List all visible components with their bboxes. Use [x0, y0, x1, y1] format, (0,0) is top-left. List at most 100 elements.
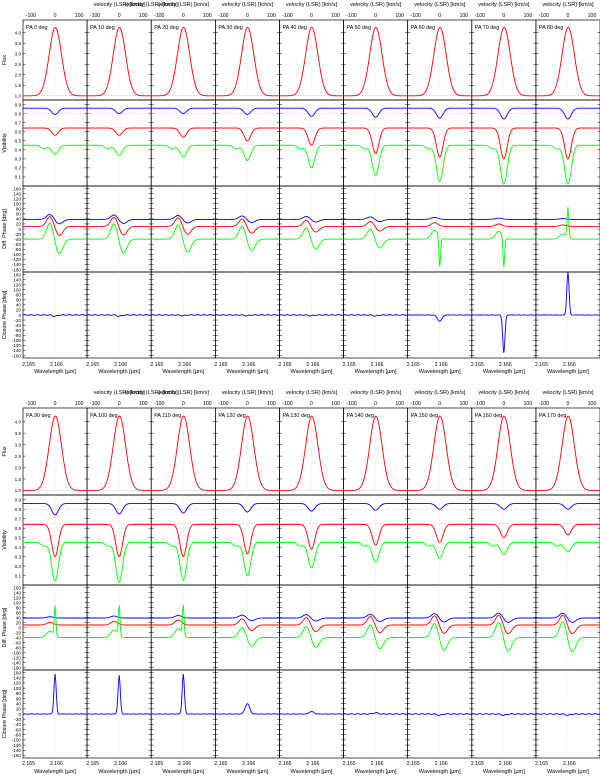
y-tick-label: -40 — [14, 635, 21, 640]
y-tick-label: -100 — [12, 252, 22, 257]
y-tick-label: 120 — [13, 681, 21, 686]
bottom-axis-label: Wavelength [µm] — [547, 369, 589, 375]
y-tick-label: 0.9 — [15, 102, 22, 107]
panel-r3-c5 — [343, 669, 409, 759]
velocity-tick-label: -100 — [539, 13, 549, 19]
wavelength-tick-label: 2.165 — [279, 362, 292, 368]
y-tick-label: 3.0 — [15, 442, 22, 447]
series-line — [407, 26, 472, 97]
series-line — [407, 314, 472, 322]
series-line — [343, 624, 408, 650]
series-line — [215, 144, 280, 162]
wavelength-tick-label: 2.166 — [371, 362, 384, 368]
series-line — [343, 228, 408, 249]
series-line — [23, 622, 88, 626]
series-line — [343, 712, 408, 715]
panel-r1-c5 — [343, 99, 409, 187]
bottom-axis-label: Wavelength [µm] — [98, 769, 140, 775]
y-tick-label: 100 — [13, 600, 21, 605]
series-line — [151, 615, 216, 619]
series-line — [22, 314, 88, 317]
wavelength-tick-label: 2.165 — [407, 761, 420, 767]
velocity-tick-label: -100 — [346, 401, 356, 407]
pa-label: PA 100 deg — [90, 413, 117, 419]
bottom-axis-label: Wavelength [µm] — [162, 769, 204, 775]
panel-r3-c6 — [407, 669, 473, 759]
wavelength-tick-label: 2.166 — [178, 362, 191, 368]
bottom-axis-label: Wavelength [µm] — [547, 769, 589, 775]
panel-r1-c3 — [214, 99, 280, 187]
bottom-axis-label: Wavelength [µm] — [226, 369, 268, 375]
y-tick-label: -100 — [12, 738, 22, 743]
wavelength-tick-label: 2.165 — [535, 362, 548, 368]
y-tick-label: 0.2 — [15, 564, 22, 569]
velocity-tick-label: -100 — [154, 13, 164, 19]
series-line — [151, 523, 216, 558]
series-line — [215, 26, 280, 97]
series-line — [151, 541, 216, 581]
y-tick-label: 80 — [16, 691, 22, 696]
y-tick-label: -60 — [14, 242, 21, 247]
panel-r2-c1 — [86, 185, 152, 273]
y-tick-label: 120 — [13, 196, 21, 201]
series-line — [23, 605, 88, 638]
panel-r0-c4: PA 130 deg — [279, 407, 344, 496]
top-axis-label: velocity (LSR) [km/s] — [158, 390, 210, 396]
panel-r0-c8: PA 170 deg — [535, 407, 600, 496]
y-tick-label: 60 — [16, 696, 22, 701]
velocity-tick-label: 100 — [524, 401, 533, 407]
velocity-tick-label: 0 — [374, 13, 377, 19]
wavelength-tick-label: 2.165 — [407, 362, 420, 368]
series-line — [279, 216, 344, 223]
pa-label: PA 130 deg — [282, 413, 309, 419]
velocity-tick-label: -100 — [90, 401, 100, 407]
y-tick-label: -100 — [12, 650, 22, 655]
y-tick-label: 40 — [16, 303, 22, 308]
panel-r2-c6 — [407, 584, 473, 671]
series-line — [407, 415, 472, 491]
series-line — [215, 523, 280, 555]
series-line — [151, 604, 216, 638]
wavelength-tick-label: 2.165 — [22, 362, 35, 368]
panel-r1-c6 — [407, 494, 473, 586]
y-tick-label: 0 — [18, 625, 21, 630]
panel-r2-c2 — [150, 584, 216, 671]
panel-r0-c1: PA 100 deg — [86, 407, 152, 496]
y-tick-label: 0.7 — [15, 516, 22, 521]
series-line — [87, 541, 152, 583]
panel-r0-c6: PA 60 deg — [407, 19, 473, 101]
panel-r3-c0 — [22, 669, 88, 759]
velocity-tick-label: -100 — [346, 13, 356, 19]
bottom-axis-label: Wavelength [µm] — [98, 369, 140, 375]
series-line — [535, 127, 600, 160]
y-tick-label: 0.3 — [15, 157, 22, 162]
velocity-tick-label: 100 — [588, 13, 597, 19]
y-tick-label: -120 — [12, 343, 22, 348]
y-tick-label: -20 — [14, 717, 21, 722]
panel-r1-c4 — [279, 99, 344, 187]
y-tick-label: -80 — [14, 333, 21, 338]
series-line — [407, 127, 472, 158]
series-line — [23, 222, 88, 255]
series-line — [279, 127, 344, 146]
y-tick-label: -100 — [12, 338, 22, 343]
series-line — [343, 503, 408, 511]
series-line — [23, 216, 88, 236]
velocity-tick-label: 0 — [118, 401, 121, 407]
y-tick-label: 0.9 — [15, 498, 22, 503]
wavelength-tick-label: 2.165 — [86, 761, 99, 767]
series-line — [407, 541, 472, 559]
y-tick-label: 4.0 — [15, 420, 22, 425]
series-line — [23, 523, 88, 558]
wavelength-tick-label: 2.165 — [22, 761, 35, 767]
bottom-axis-label: Wavelength [µm] — [291, 369, 333, 375]
row-label: Visibility — [2, 133, 8, 153]
wavelength-tick-label: 2.166 — [563, 761, 576, 767]
velocity-tick-label: 100 — [203, 401, 212, 407]
panel-r3-c6 — [407, 271, 473, 359]
y-tick-label: -140 — [12, 748, 22, 753]
velocity-tick-label: 0 — [182, 401, 185, 407]
y-tick-label: 1.5 — [15, 83, 22, 88]
